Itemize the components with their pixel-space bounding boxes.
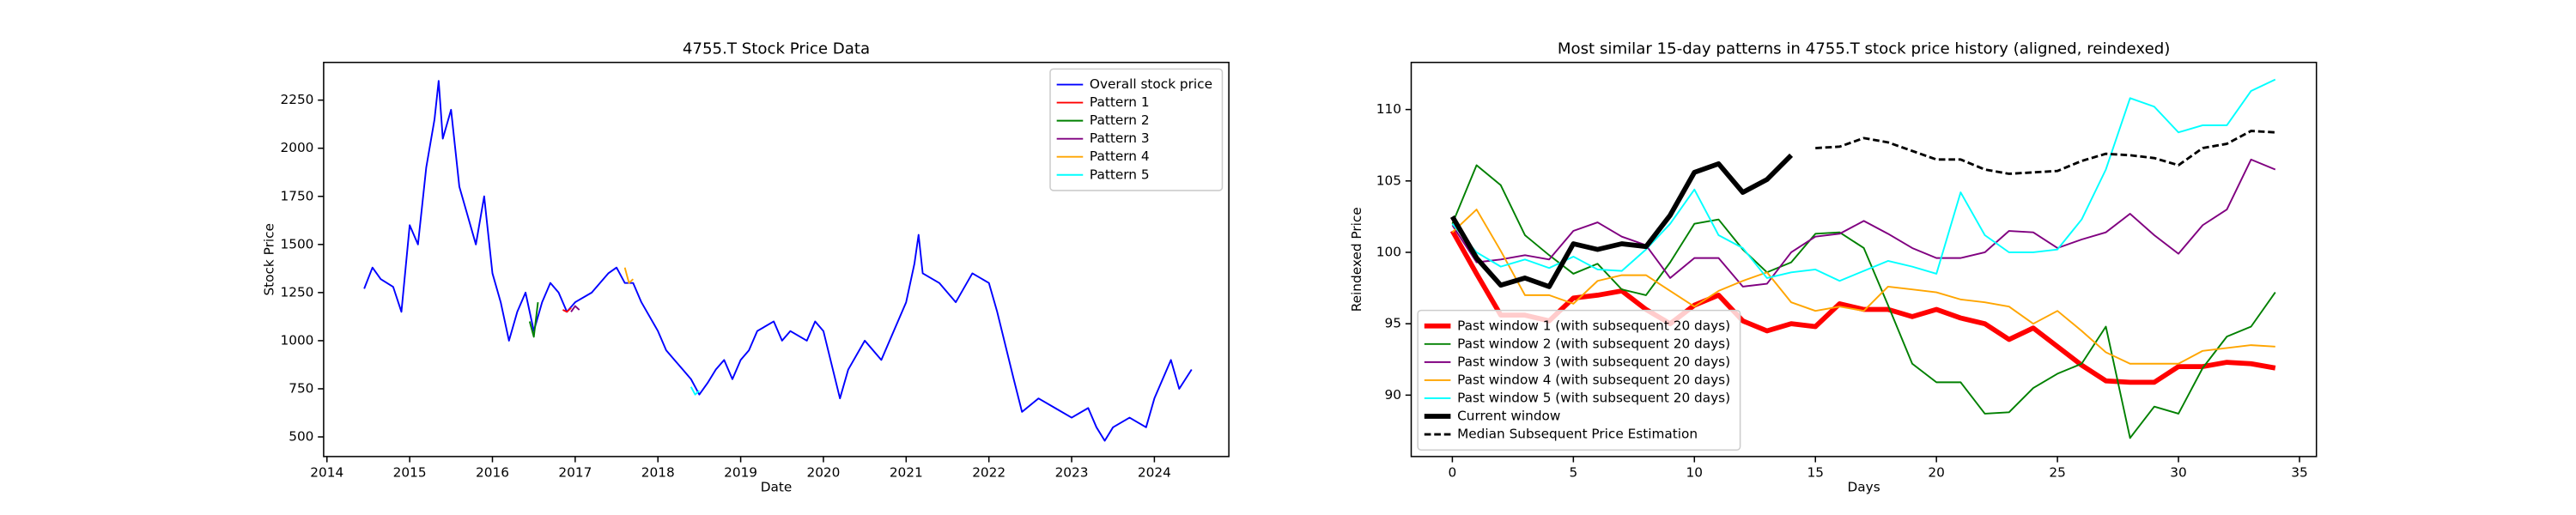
legend-label: Past window 4 (with subsequent 20 days): [1457, 372, 1730, 387]
series-line: [1451, 158, 2276, 288]
series-line: [562, 307, 572, 313]
axes-frame: [323, 61, 1230, 457]
y-tick-label: 2250: [280, 92, 313, 107]
x-tick-label: 2019: [724, 465, 757, 481]
y-tick-label: 1750: [280, 188, 313, 203]
x-tick-label: 2022: [972, 465, 1005, 481]
x-tick-label: 2020: [806, 465, 840, 481]
x-tick-label: 2024: [1138, 465, 1171, 481]
y-tick-label: 2000: [280, 140, 313, 155]
legend-label: Pattern 2: [1090, 112, 1150, 128]
subplot: 4755.T Stock Price Data Date Stock Price 20…: [261, 39, 1230, 495]
chart-title: 4755.T Stock Price Data: [683, 39, 870, 58]
x-tick-label: 10: [1686, 465, 1703, 481]
x-tick-label: 2021: [890, 465, 923, 481]
legend-label: Current window: [1457, 409, 1560, 424]
x-tick-label: 2015: [393, 465, 427, 481]
y-tick-label: 1250: [280, 284, 313, 300]
legend-label: Past window 5 (with subsequent 20 days): [1457, 390, 1730, 405]
y-tick-label: 750: [289, 380, 313, 396]
axes-frame: [1410, 61, 2318, 457]
legend-label: Past window 2 (with subsequent 20 days): [1457, 336, 1730, 351]
y-axis-label: Reindexed Price: [1349, 207, 1364, 312]
legend: Overall stock price Pattern 1 Pattern 2 Pat…: [1049, 68, 1224, 191]
legend-label: Past window 1 (with subsequent 20 days): [1457, 318, 1730, 333]
y-tick-label: 105: [1376, 173, 1401, 188]
x-tick-label: 20: [1928, 465, 1944, 481]
series-line: [1451, 164, 2276, 439]
x-tick-label: 5: [1569, 465, 1577, 481]
y-tick-label: 1500: [280, 236, 313, 251]
x-tick-label: 25: [2049, 465, 2065, 481]
x-tick-label: 35: [2291, 465, 2307, 481]
series-line: [690, 386, 701, 396]
series-line: [1451, 209, 2275, 365]
x-tick-label: 2023: [1055, 465, 1089, 481]
legend-box: [1417, 309, 1741, 451]
series-line: [1449, 153, 1794, 289]
y-tick-label: 1000: [280, 332, 313, 348]
series-line: [570, 305, 580, 312]
x-tick-label: 2018: [641, 465, 675, 481]
y-axis-label: Stock Price: [261, 223, 276, 296]
series-line: [1451, 78, 2276, 282]
y-tick-label: 110: [1376, 101, 1401, 117]
legend-label: Past window 3 (with subsequent 20 days): [1457, 354, 1730, 369]
y-tick-label: 95: [1385, 316, 1401, 331]
legend-box: [1049, 68, 1224, 191]
legend-label: Pattern 5: [1090, 167, 1150, 182]
legend-label: Pattern 3: [1090, 130, 1150, 146]
legend-label: Pattern 4: [1090, 148, 1150, 164]
y-tick-label: 500: [289, 429, 313, 445]
x-axis-label: Days: [1848, 480, 1880, 495]
series-line: [1815, 130, 2275, 175]
series-line: [528, 301, 539, 338]
legend-label: Overall stock price: [1090, 76, 1212, 92]
x-tick-label: 15: [1807, 465, 1823, 481]
legend: Past window 1 (with subsequent 20 days) P…: [1417, 309, 1741, 451]
x-tick-label: 30: [2170, 465, 2186, 481]
series-line: [623, 267, 634, 284]
y-tick-label: 100: [1376, 244, 1401, 259]
series-line: [1449, 229, 2276, 385]
series-line: [363, 80, 1193, 442]
chart-title: Most similar 15-day patterns in 4755.T s…: [1558, 39, 2171, 58]
x-axis-label: Date: [761, 480, 793, 495]
x-tick-label: 2016: [476, 465, 509, 481]
subplot: Most similar 15-day patterns in 4755.T s…: [1349, 39, 2318, 495]
x-tick-label: 2014: [310, 465, 343, 481]
legend-label: Pattern 1: [1090, 94, 1150, 110]
legend-label: Median Subsequent Price Estimation: [1457, 427, 1698, 442]
y-tick-label: 90: [1385, 387, 1401, 403]
x-tick-label: 0: [1449, 465, 1457, 481]
x-tick-label: 2017: [558, 465, 592, 481]
